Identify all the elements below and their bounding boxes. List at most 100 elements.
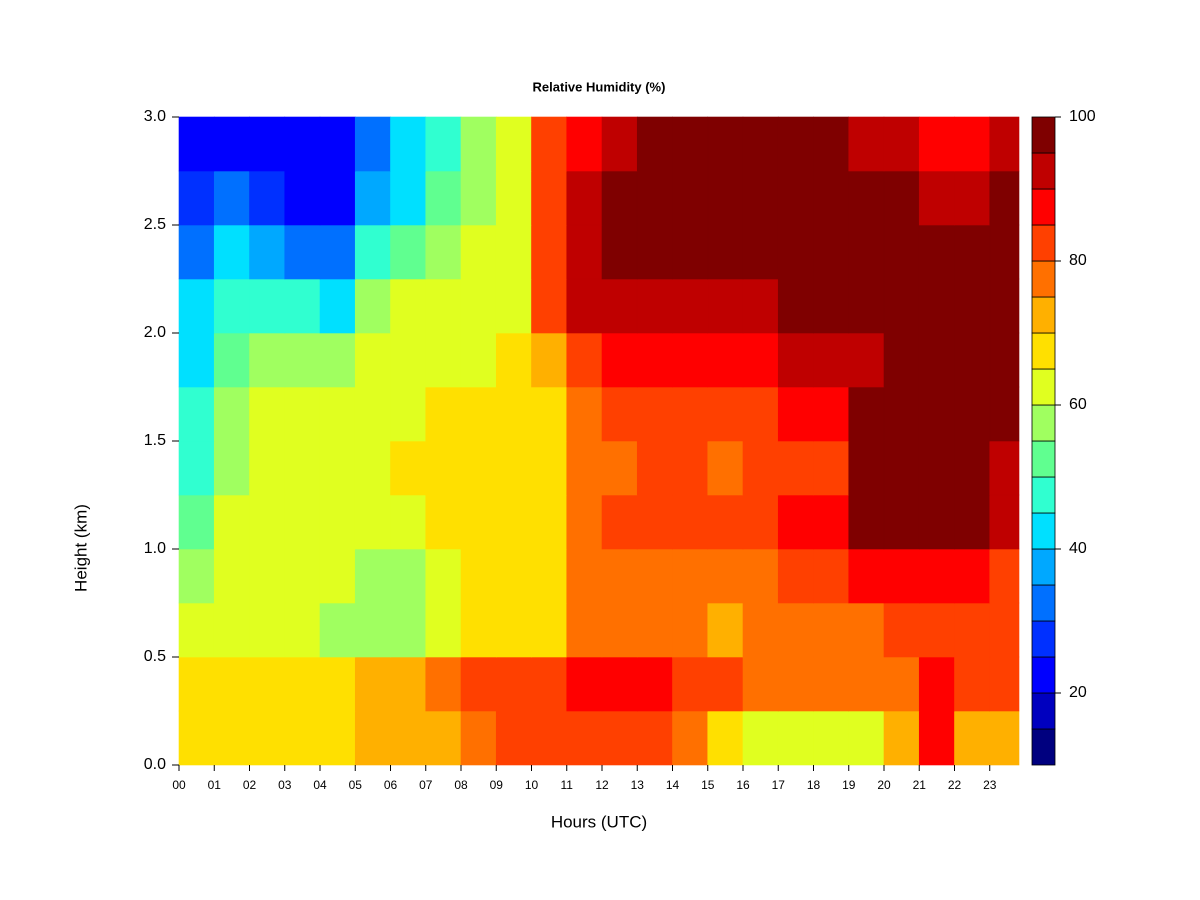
- heat-cell: [813, 440, 850, 496]
- heat-cell: [707, 440, 744, 496]
- heat-cell: [883, 170, 920, 226]
- heat-cell: [989, 656, 1020, 712]
- heat-cell: [601, 494, 638, 550]
- heat-cell: [918, 278, 955, 334]
- heat-cell: [813, 548, 850, 604]
- heat-cell: [249, 278, 286, 334]
- heat-cell: [672, 710, 709, 766]
- heat-cell: [848, 332, 885, 388]
- heat-cell: [954, 602, 991, 658]
- heat-cell: [777, 278, 814, 334]
- heat-cell: [249, 494, 286, 550]
- heat-cell: [284, 278, 321, 334]
- colorbar-tick-label: 60: [1069, 396, 1087, 413]
- colorbar-band: [1031, 116, 1056, 154]
- heat-cell: [319, 386, 356, 442]
- heat-cell: [848, 656, 885, 712]
- heat-cell: [777, 710, 814, 766]
- heat-cell: [531, 710, 568, 766]
- heat-cell: [284, 170, 321, 226]
- heat-cell: [495, 116, 532, 172]
- x-tick-label: 17: [772, 778, 786, 792]
- heat-cell: [742, 170, 779, 226]
- heat-cell: [284, 332, 321, 388]
- heat-cell: [813, 224, 850, 280]
- heat-cell: [354, 278, 391, 334]
- heat-cell: [319, 494, 356, 550]
- heat-cell: [742, 332, 779, 388]
- heat-cell: [989, 548, 1020, 604]
- heat-cell: [425, 710, 462, 766]
- heat-cell: [425, 440, 462, 496]
- heat-cell: [178, 386, 215, 442]
- colorbar-band: [1031, 224, 1056, 262]
- heat-cell: [883, 710, 920, 766]
- heat-cell: [672, 548, 709, 604]
- heat-cell: [742, 494, 779, 550]
- heat-cell: [390, 116, 427, 172]
- heat-cell: [672, 170, 709, 226]
- heat-cell: [777, 440, 814, 496]
- x-tick-label: 11: [561, 778, 574, 792]
- heat-cell: [707, 602, 744, 658]
- heat-cell: [249, 656, 286, 712]
- heat-cell: [460, 494, 497, 550]
- heat-cell: [566, 116, 603, 172]
- heat-cell: [672, 602, 709, 658]
- heat-cell: [742, 548, 779, 604]
- colorbar-band: [1031, 332, 1056, 370]
- heat-cell: [989, 386, 1020, 442]
- heat-cell: [425, 224, 462, 280]
- heat-cell: [707, 548, 744, 604]
- heat-cell: [249, 548, 286, 604]
- heat-cell: [566, 548, 603, 604]
- heat-cell: [918, 224, 955, 280]
- x-tick-label: 15: [701, 778, 715, 792]
- heat-cell: [425, 278, 462, 334]
- heat-cell: [813, 494, 850, 550]
- heat-cell: [354, 224, 391, 280]
- heat-cell: [284, 440, 321, 496]
- heat-cell: [918, 548, 955, 604]
- heat-cell: [813, 116, 850, 172]
- heat-cell: [883, 224, 920, 280]
- heat-cell: [954, 224, 991, 280]
- heat-cell: [390, 170, 427, 226]
- heat-cell: [213, 602, 250, 658]
- heat-cell: [460, 278, 497, 334]
- heat-cell: [989, 278, 1020, 334]
- heat-cell: [742, 602, 779, 658]
- heat-cell: [883, 656, 920, 712]
- heat-cell: [460, 224, 497, 280]
- colorbar-band: [1031, 260, 1056, 298]
- heat-cell: [319, 602, 356, 658]
- heat-cell: [178, 332, 215, 388]
- heat-cell: [249, 170, 286, 226]
- heat-cell: [601, 224, 638, 280]
- heat-cell: [883, 548, 920, 604]
- heat-cell: [636, 332, 673, 388]
- heat-cell: [531, 332, 568, 388]
- heat-cell: [636, 602, 673, 658]
- heat-cell: [495, 548, 532, 604]
- heat-cell: [954, 116, 991, 172]
- heat-cell: [601, 710, 638, 766]
- heat-cell: [777, 548, 814, 604]
- colorbar-tick-label: 20: [1069, 684, 1087, 701]
- heat-cell: [672, 224, 709, 280]
- heat-cell: [813, 278, 850, 334]
- heat-cell: [390, 278, 427, 334]
- colorbar-band: [1031, 728, 1056, 766]
- colorbar-tick-label: 40: [1069, 540, 1087, 557]
- heat-cell: [566, 494, 603, 550]
- heat-cell: [319, 170, 356, 226]
- heat-cell: [213, 710, 250, 766]
- chart-title: Relative Humidity (%): [533, 79, 666, 94]
- heat-cell: [213, 224, 250, 280]
- heat-cell: [954, 440, 991, 496]
- colorbar-tick-label: 100: [1069, 108, 1096, 125]
- y-tick-label: 2.5: [144, 216, 166, 233]
- heat-cell: [601, 656, 638, 712]
- heat-cell: [601, 332, 638, 388]
- heat-cell: [460, 548, 497, 604]
